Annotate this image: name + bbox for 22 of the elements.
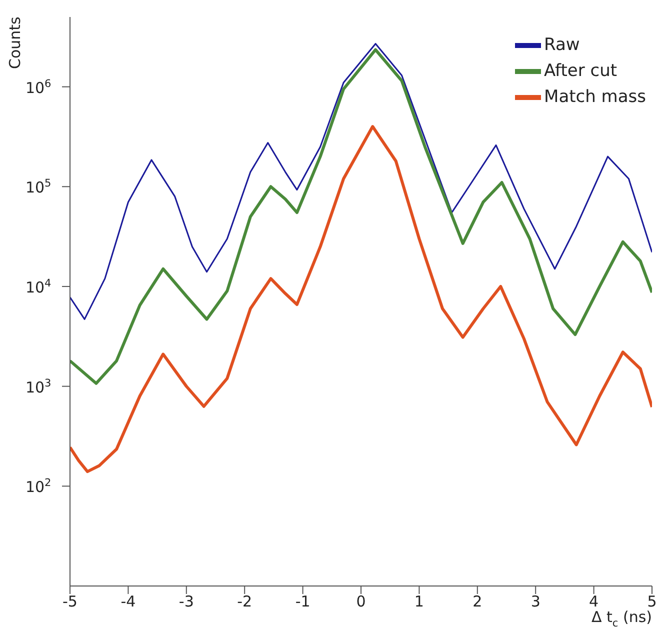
y-tick-label: 10$^{3}$ xyxy=(25,377,52,396)
x-tick-label: 4 xyxy=(589,592,599,611)
x-tick-label: -3 xyxy=(178,592,194,611)
x-tick-label: -4 xyxy=(120,592,136,611)
legend-label: Raw xyxy=(544,34,580,57)
legend-label: After cut xyxy=(544,60,618,83)
x-tick-label: 5 xyxy=(647,592,657,611)
legend-label: Match mass xyxy=(544,86,646,109)
y-axis-title: Counts xyxy=(6,16,24,69)
y-tick-label: 10$^{4}$ xyxy=(25,277,52,296)
x-tick-label: -5 xyxy=(62,592,78,611)
x-tick-label: -2 xyxy=(237,592,252,611)
y-tick-label: 10$^{6}$ xyxy=(25,78,52,97)
x-tick-label: -1 xyxy=(295,592,310,611)
x-tick-label: 0 xyxy=(356,592,366,611)
x-axis-title: Δ t$_{c}$ (ns) xyxy=(592,608,652,630)
y-tick-label: 10$^{5}$ xyxy=(25,178,52,197)
y-tick-label: 10$^{2}$ xyxy=(25,477,52,496)
x-tick-label: 3 xyxy=(530,592,540,611)
x-tick-label: 1 xyxy=(414,592,424,611)
x-tick-label: 2 xyxy=(472,592,482,611)
line-series xyxy=(70,125,652,474)
